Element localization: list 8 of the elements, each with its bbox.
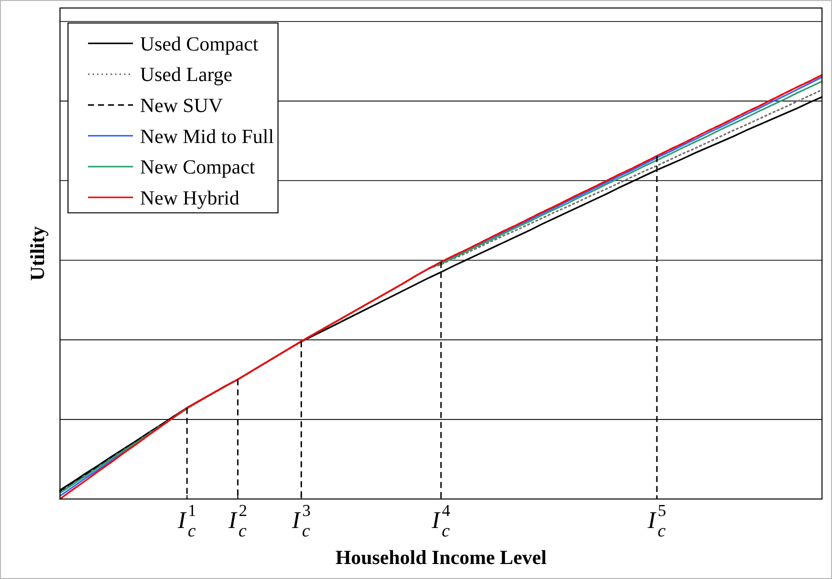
legend-label: New Compact [140, 156, 256, 179]
legend-label: New SUV [140, 95, 224, 117]
legend-label: Used Compact [140, 33, 259, 56]
legend-label: New Hybrid [140, 187, 240, 210]
legend-label: Used Large [140, 64, 232, 86]
legend-label: New Mid to Full [140, 126, 274, 148]
x-axis-title: Household Income Level [335, 547, 547, 569]
y-axis-title: Utility [27, 226, 49, 281]
